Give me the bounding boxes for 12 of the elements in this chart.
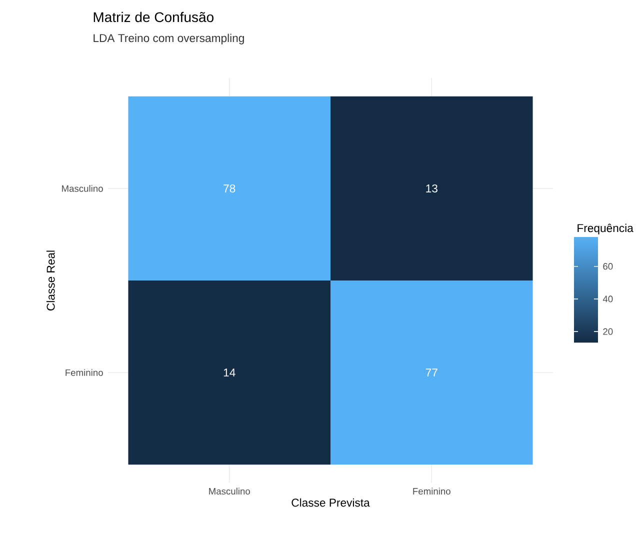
- data-label: 78: [224, 184, 236, 192]
- data-label: 13: [426, 184, 438, 192]
- color-bar-label: 40: [602, 296, 613, 302]
- color-bar-title: Frequência: [578, 224, 634, 234]
- chart-title: Matriz de Confusão: [94, 12, 214, 22]
- color-bar-label: 60: [603, 263, 613, 270]
- color-bar-label: 20: [603, 328, 613, 335]
- chart-subtitle: LDA Treino com oversampling: [94, 34, 244, 44]
- x-axis-title: Classe Prevista: [292, 498, 370, 507]
- y-axis-title: Classe Real: [46, 250, 55, 310]
- data-label: 77: [426, 368, 438, 376]
- data-label: 14: [224, 368, 236, 376]
